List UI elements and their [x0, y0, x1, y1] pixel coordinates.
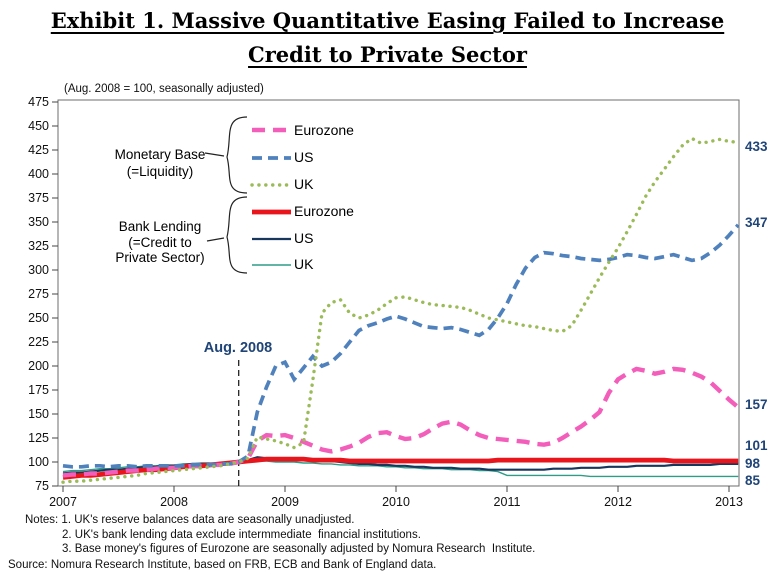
legend-label-mb-uk: UK	[294, 176, 314, 192]
end-value-eurozone-monetary-base: 157	[745, 397, 768, 412]
title-line-1: Exhibit 1. Massive Quantitative Easing F…	[50, 8, 725, 33]
end-value-uk-bank-lending: 85	[745, 473, 761, 488]
series-line-mb_us	[62, 223, 740, 469]
y-axis-tick-label: 225	[28, 335, 49, 349]
y-axis-tick-label: 100	[28, 455, 49, 469]
end-value-us-monetary-base: 347	[745, 215, 768, 230]
legend-label-bl-uk: UK	[294, 256, 314, 272]
monetary-base-brace	[226, 116, 248, 194]
series-line-bl_ez	[62, 456, 739, 480]
y-axis-tick-label: 175	[28, 383, 49, 397]
x-axis-tick-label: 2007	[49, 495, 77, 509]
index-note: (Aug. 2008 = 100, seasonally adjusted)	[64, 83, 264, 95]
y-axis-tick-label: 475	[28, 95, 49, 109]
legend-label-bl-us: US	[294, 230, 314, 246]
end-value-uk-monetary-base: 433	[745, 139, 768, 154]
note-line-1: Notes: 1. UK's reserve balances data are…	[25, 514, 355, 526]
x-axis-tick-label: 2012	[604, 495, 632, 509]
source-line: Source: Nomura Research Institute, based…	[8, 558, 437, 571]
y-axis-tick-label: 375	[28, 191, 49, 205]
y-axis-tick-label: 350	[28, 215, 49, 229]
y-axis-tick-label: 325	[28, 239, 49, 253]
legend-label-mb-eurozone: Eurozone	[294, 122, 354, 138]
bank-lending-brace	[226, 196, 248, 274]
legend-group-monetary-base: Monetary Base (=Liquidity)	[114, 147, 206, 179]
x-axis-tick-label: 2008	[160, 495, 188, 509]
y-axis-tick-label: 150	[28, 407, 49, 421]
y-axis-tick-label: 300	[28, 263, 49, 277]
x-axis-tick-label: 2013	[715, 495, 743, 509]
y-axis-tick-label: 400	[28, 167, 49, 181]
series-line-mb_uk	[61, 136, 740, 484]
x-axis-tick-label: 2009	[271, 495, 299, 509]
legend-group-bank-lending: Bank Lending (=Credit to Private Sector)	[115, 219, 205, 265]
y-axis-tick-label: 200	[28, 359, 49, 373]
y-axis-tick-label: 125	[28, 431, 49, 445]
line-chart: 75 100 125 150 175 200 225 250 275 300 325 350 375 40…	[28, 95, 743, 509]
y-axis-tick-label: 275	[28, 287, 49, 301]
x-axis-tick-label: 2010	[382, 495, 410, 509]
end-value-eurozone-bank-lending: 101	[745, 438, 768, 453]
x-axis-tick-label: 2011	[494, 495, 521, 509]
y-axis-tick-label: 425	[28, 143, 49, 157]
legend-label-mb-us: US	[294, 149, 314, 165]
bank-lending-connector	[206, 237, 225, 242]
note-line-3: 3. Base money's figures of Eurozone are …	[62, 543, 536, 555]
end-value-us-bank-lending: 98	[745, 456, 761, 471]
y-axis-tick-label: 450	[28, 119, 49, 133]
legend-label-bl-eurozone: Eurozone	[294, 203, 354, 219]
page-title: Exhibit 1. Massive Quantitative Easing F…	[0, 4, 775, 72]
y-axis-tick-label: 75	[35, 479, 49, 493]
monetary-base-connector	[204, 152, 225, 157]
title-line-2: Credit to Private Sector	[248, 42, 527, 67]
note-line-2: 2. UK's bank lending data exclude interm…	[62, 528, 421, 541]
plot-border	[57, 99, 740, 487]
y-axis-tick-label: 250	[28, 311, 49, 325]
aug-2008-annotation: Aug. 2008	[203, 340, 273, 356]
